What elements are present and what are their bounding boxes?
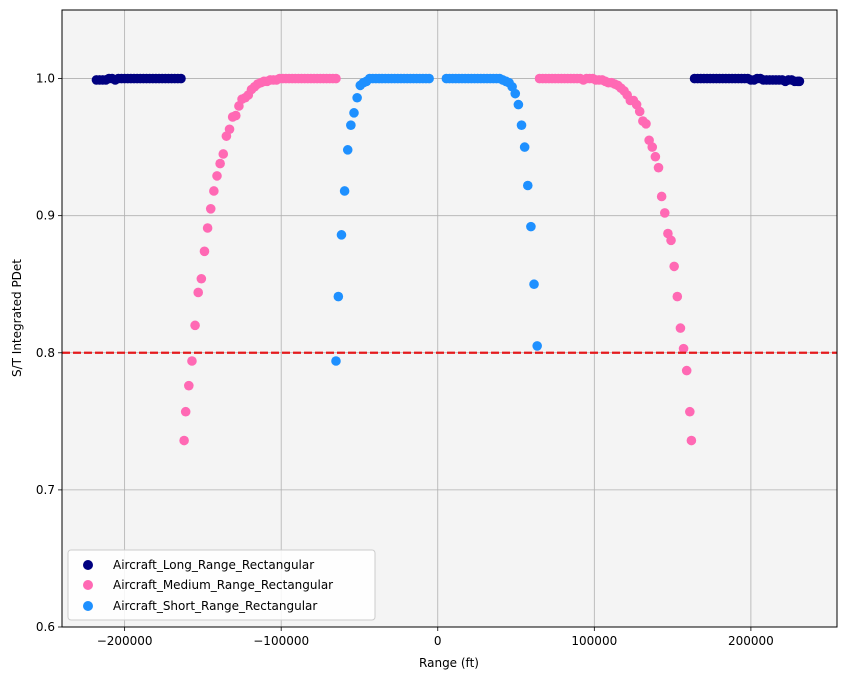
- legend-marker-short: [83, 601, 93, 611]
- data-point: [215, 158, 225, 169]
- x-tick-label: 0: [434, 634, 442, 648]
- data-point: [349, 108, 359, 118]
- y-tick-label: 0.6: [36, 620, 55, 634]
- series-group: [179, 73, 697, 446]
- data-point: [190, 320, 200, 331]
- data-point: [519, 142, 530, 152]
- x-axis-label: Range (ft): [419, 656, 479, 670]
- data-point: [193, 287, 204, 298]
- series-group: [331, 73, 542, 366]
- data-point: [179, 435, 189, 446]
- data-point: [532, 341, 542, 351]
- data-point: [224, 124, 235, 135]
- data-point: [342, 145, 353, 155]
- data-point: [678, 343, 689, 354]
- data-point: [516, 120, 527, 130]
- axis-ticks: −200000 −100000 0 100000 200000 0.6 0.7 0.8 0.9 1…: [36, 72, 774, 648]
- legend-box: [67, 549, 376, 621]
- data-point: [424, 73, 434, 84]
- y-tick-label: 0.9: [36, 209, 55, 223]
- data-point: [339, 186, 350, 196]
- data-point: [199, 246, 210, 257]
- legend-label-short: Aircraft_Short_Range_Rectangular: [113, 599, 317, 613]
- data-point: [522, 180, 533, 191]
- y-tick-label: 0.7: [36, 483, 55, 497]
- data-point: [196, 273, 207, 284]
- data-point: [212, 171, 222, 181]
- series-group: [91, 73, 805, 87]
- data-points: [91, 73, 805, 446]
- data-point: [209, 186, 219, 196]
- data-point: [510, 88, 521, 99]
- data-point: [331, 73, 341, 84]
- y-tick-label: 1.0: [36, 72, 55, 86]
- data-point: [187, 356, 197, 366]
- data-point: [675, 323, 686, 333]
- data-point: [180, 406, 191, 417]
- data-point: [230, 110, 241, 121]
- data-point: [176, 73, 186, 84]
- data-point: [666, 235, 676, 246]
- data-point: [685, 406, 695, 417]
- data-point: [352, 92, 362, 103]
- data-point: [669, 261, 679, 272]
- data-point: [331, 356, 341, 366]
- data-point: [184, 380, 194, 391]
- legend-label-long: Aircraft_Long_Range_Rectangular: [113, 558, 314, 572]
- data-point: [656, 191, 667, 202]
- data-point: [218, 149, 229, 159]
- data-point: [650, 151, 661, 162]
- data-point: [529, 279, 539, 290]
- x-tick-label: 100000: [571, 634, 617, 648]
- data-point: [653, 162, 664, 173]
- data-point: [513, 99, 524, 110]
- data-point: [641, 119, 651, 129]
- y-axis-label: S/T Integrated PDet: [10, 259, 24, 377]
- data-point: [634, 106, 645, 117]
- data-point: [346, 120, 356, 130]
- legend-marker-medium: [83, 580, 93, 590]
- plot-frame: [61, 9, 838, 628]
- y-tick-label: 0.8: [36, 346, 55, 360]
- plot-area: [62, 10, 837, 627]
- x-tick-label: −200000: [97, 634, 153, 648]
- legend-marker-long: [83, 560, 93, 570]
- x-tick-label: −100000: [253, 634, 309, 648]
- data-point: [659, 208, 670, 218]
- data-point: [333, 291, 344, 302]
- data-point: [686, 435, 697, 446]
- legend: Aircraft_Long_Range_Rectangular Aircraft…: [67, 549, 376, 621]
- x-tick-label: 200000: [728, 634, 774, 648]
- data-point: [336, 230, 347, 240]
- data-point: [681, 365, 692, 376]
- data-point: [647, 142, 658, 152]
- data-point: [202, 223, 213, 233]
- data-point: [526, 221, 536, 232]
- legend-label-medium: Aircraft_Medium_Range_Rectangular: [113, 578, 333, 592]
- data-point: [672, 291, 683, 302]
- data-point: [794, 76, 805, 87]
- data-point: [205, 204, 216, 214]
